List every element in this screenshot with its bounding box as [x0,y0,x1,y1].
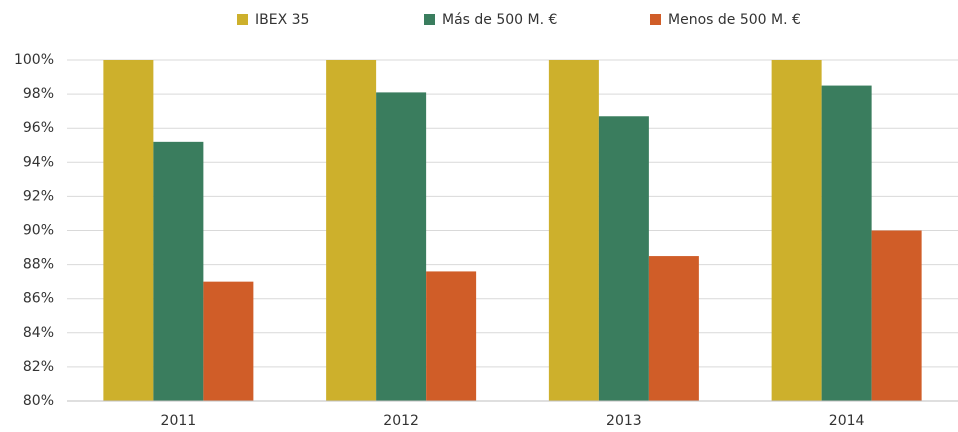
x-tick-label: 2014 [829,413,865,429]
bar [153,141,204,401]
legend-label: Menos de 500 M. € [668,12,801,28]
x-tick-label: 2013 [606,413,642,429]
bar [548,60,599,401]
legend-swatch [650,14,661,25]
bar [771,60,822,401]
bar [203,281,254,401]
y-tick-label: 92% [23,188,54,204]
bar [376,92,427,402]
y-tick-label: 86% [23,291,54,307]
y-tick-label: 98% [23,86,54,102]
x-tick-label: 2012 [383,413,419,429]
bar [426,271,477,401]
bar [648,256,699,401]
y-tick-label: 82% [23,359,54,375]
legend-label: Más de 500 M. € [442,12,557,28]
y-tick-label: 96% [23,120,54,136]
y-tick-label: 90% [23,223,54,239]
y-tick-label: 100% [14,52,54,68]
bar [103,60,154,401]
legend-swatch [424,14,435,25]
legend-swatch [237,14,248,25]
y-tick-label: 94% [23,154,54,170]
x-tick-label: 2011 [161,413,197,429]
bar [326,60,377,401]
y-tick-label: 88% [23,257,54,273]
bar [598,116,649,401]
bar [821,85,872,401]
y-tick-label: 80% [23,393,54,409]
y-tick-label: 84% [23,325,54,341]
legend-label: IBEX 35 [255,12,309,28]
bar [871,230,922,401]
